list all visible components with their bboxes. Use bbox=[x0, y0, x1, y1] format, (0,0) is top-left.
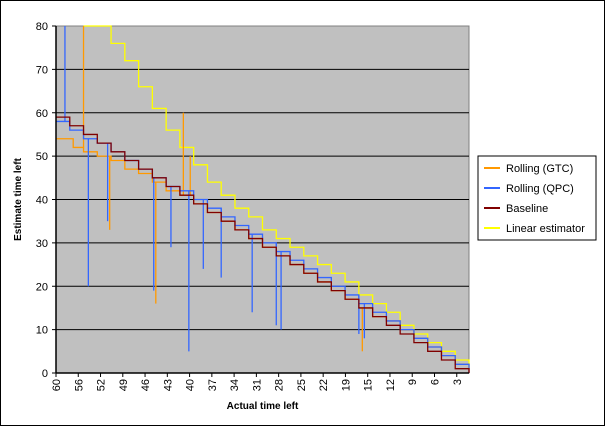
x-axis-title: Actual time left bbox=[227, 401, 299, 412]
legend-box bbox=[477, 155, 597, 241]
x-tick-label: 28 bbox=[274, 379, 286, 391]
series-layer bbox=[56, 25, 470, 373]
y-axis-title: Estimate time left bbox=[13, 157, 24, 240]
y-tick-label: 20 bbox=[36, 281, 48, 293]
x-tick-label: 43 bbox=[162, 379, 174, 391]
x-tick-label: 22 bbox=[318, 379, 330, 391]
legend: Rolling (GTC) Rolling (QPC) Baseline Linear… bbox=[477, 155, 597, 241]
x-tick-label: 37 bbox=[207, 379, 219, 391]
x-tick-label: 19 bbox=[340, 379, 352, 391]
x-tick-label: 31 bbox=[251, 379, 263, 391]
x-tick-label: 12 bbox=[385, 379, 397, 391]
x-tick-label: 52 bbox=[96, 379, 108, 391]
legend-entry: Rolling (QPC) bbox=[506, 183, 574, 195]
legend-entry: Baseline bbox=[506, 203, 548, 215]
x-tick-label: 25 bbox=[296, 379, 308, 391]
y-tick-label: 40 bbox=[36, 195, 48, 207]
tick-labels: 0 10 20 30 40 50 60 70 80 60 56 52 49 46 43 40 37 34 31 28 2… bbox=[36, 21, 464, 391]
x-tick-label: 56 bbox=[73, 379, 85, 391]
x-tick-label: 34 bbox=[229, 379, 241, 391]
legend-entry: Linear estimator bbox=[506, 223, 585, 235]
series-line bbox=[83, 25, 470, 369]
x-tick-label: 3 bbox=[452, 379, 464, 385]
y-tick-label: 60 bbox=[36, 108, 48, 120]
y-tick-label: 70 bbox=[36, 64, 48, 76]
x-tick-label: 49 bbox=[118, 379, 130, 391]
series-line bbox=[56, 116, 470, 373]
y-tick-label: 50 bbox=[36, 151, 48, 163]
x-tick-label: 15 bbox=[363, 379, 375, 391]
x-tick-label: 46 bbox=[140, 379, 152, 391]
y-tick-label: 80 bbox=[36, 21, 48, 33]
y-tick-label: 0 bbox=[42, 368, 48, 380]
series-2 bbox=[56, 116, 470, 373]
x-tick-label: 60 bbox=[51, 379, 63, 391]
series-3 bbox=[83, 25, 470, 369]
legend-entry: Rolling (GTC) bbox=[506, 163, 573, 175]
y-tick-label: 30 bbox=[36, 238, 48, 250]
x-tick-label: 6 bbox=[429, 379, 441, 385]
x-tick-label: 40 bbox=[185, 379, 197, 391]
y-tick-label: 10 bbox=[36, 325, 48, 337]
x-tick-label: 9 bbox=[407, 379, 419, 385]
